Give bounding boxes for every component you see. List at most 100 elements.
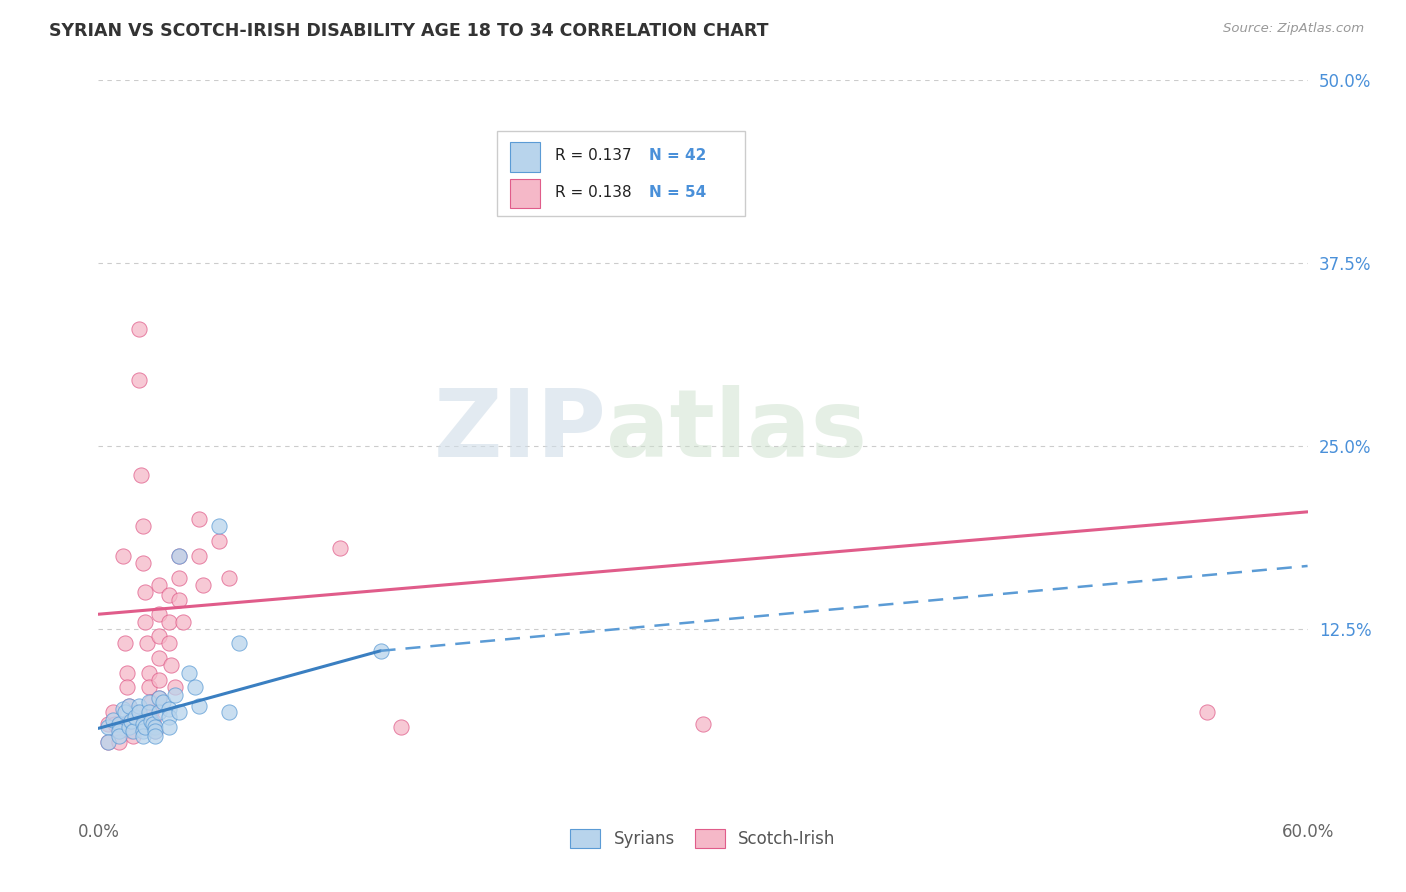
Point	[167, 549, 190, 563]
Point	[188, 549, 211, 563]
Point	[218, 571, 240, 585]
Point	[132, 717, 155, 731]
Point	[134, 720, 156, 734]
Point	[389, 720, 412, 734]
Point	[143, 724, 166, 739]
Point	[111, 549, 134, 563]
Point	[128, 373, 150, 387]
Point	[188, 512, 211, 526]
Point	[157, 636, 180, 650]
Text: R = 0.138: R = 0.138	[555, 185, 633, 200]
Point	[97, 720, 120, 734]
Text: atlas: atlas	[606, 385, 868, 477]
Point	[157, 709, 180, 723]
Point	[107, 729, 129, 743]
Point	[138, 705, 160, 719]
Point	[167, 705, 190, 719]
Point	[139, 705, 162, 719]
Point	[218, 705, 240, 719]
Point	[139, 695, 162, 709]
Point	[124, 705, 146, 719]
Point	[167, 571, 190, 585]
Point	[193, 578, 215, 592]
Point	[142, 717, 165, 731]
Point	[121, 724, 143, 739]
Point	[188, 699, 211, 714]
Point	[157, 702, 180, 716]
Point	[118, 699, 141, 714]
Point	[138, 681, 160, 695]
Point	[148, 705, 170, 719]
Point	[124, 709, 146, 723]
Point	[115, 665, 138, 680]
Text: N = 54: N = 54	[648, 185, 706, 200]
Text: R = 0.137: R = 0.137	[555, 148, 633, 163]
Point	[128, 322, 150, 336]
Point	[148, 673, 170, 687]
Point	[142, 714, 165, 728]
Point	[139, 714, 162, 728]
Text: N = 42: N = 42	[648, 148, 706, 163]
Point	[107, 734, 129, 748]
Point	[329, 541, 352, 556]
Point	[148, 607, 170, 622]
Point	[138, 695, 160, 709]
Point	[128, 705, 150, 719]
Point	[132, 729, 155, 743]
Point	[121, 729, 143, 743]
Point	[152, 695, 174, 709]
Point	[114, 705, 136, 719]
Point	[132, 556, 155, 570]
Point	[115, 681, 138, 695]
Text: Source: ZipAtlas.com: Source: ZipAtlas.com	[1223, 22, 1364, 36]
Point	[148, 690, 170, 705]
Point	[132, 519, 155, 533]
Point	[163, 688, 186, 702]
Point	[97, 734, 120, 748]
Point	[97, 734, 120, 748]
Point	[157, 720, 180, 734]
Point	[134, 585, 156, 599]
Point	[120, 714, 142, 728]
Point	[167, 549, 190, 563]
Point	[111, 702, 134, 716]
Point	[184, 681, 207, 695]
Point	[228, 636, 250, 650]
Point	[370, 644, 392, 658]
Point	[148, 651, 170, 665]
FancyBboxPatch shape	[509, 179, 540, 209]
Point	[143, 729, 166, 743]
Point	[148, 629, 170, 643]
Point	[143, 724, 166, 739]
Point	[138, 665, 160, 680]
Point	[128, 699, 150, 714]
Point	[160, 658, 183, 673]
Point	[208, 534, 231, 549]
Text: ZIP: ZIP	[433, 385, 606, 477]
Point	[103, 717, 125, 731]
Point	[1195, 705, 1218, 719]
Point	[101, 713, 124, 727]
Point	[163, 681, 186, 695]
Point	[143, 720, 166, 734]
Point	[97, 717, 120, 731]
Point	[107, 717, 129, 731]
Point	[114, 636, 136, 650]
FancyBboxPatch shape	[509, 143, 540, 171]
Point	[157, 615, 180, 629]
Point	[135, 636, 157, 650]
Point	[157, 588, 180, 602]
Point	[148, 690, 170, 705]
Point	[134, 615, 156, 629]
Legend: Syrians, Scotch-Irish: Syrians, Scotch-Irish	[564, 822, 842, 855]
Point	[107, 724, 129, 739]
Point	[142, 720, 165, 734]
Point	[208, 519, 231, 533]
Point	[107, 724, 129, 739]
Point	[118, 720, 141, 734]
Point	[148, 578, 170, 592]
Point	[132, 724, 155, 739]
Point	[179, 665, 201, 680]
Point	[118, 699, 141, 714]
Point	[101, 705, 124, 719]
